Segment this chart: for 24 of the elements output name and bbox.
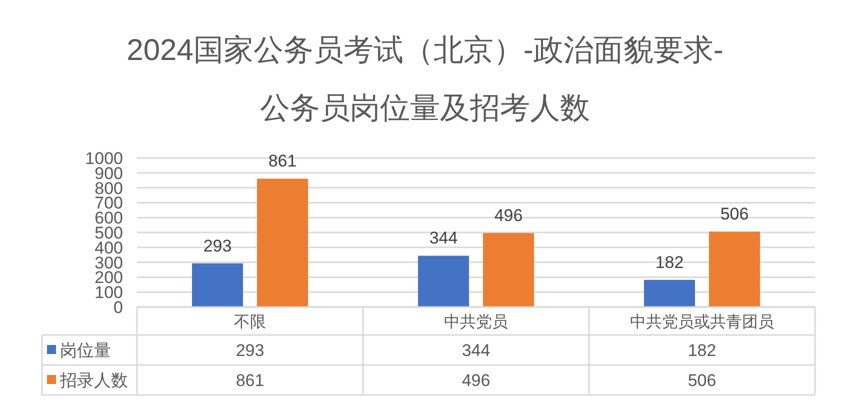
data-label: 344 <box>462 341 490 360</box>
annotation: 861 <box>268 152 297 171</box>
annotation: 293 <box>203 236 232 256</box>
x-tick-label: 中共党员 <box>444 313 508 331</box>
legend-label: 招录人数 <box>59 371 128 390</box>
data-label: 293 <box>236 341 264 360</box>
bar <box>257 178 308 307</box>
data-label: 506 <box>688 371 716 390</box>
data-label: 182 <box>688 341 716 360</box>
annotation: 496 <box>494 206 523 226</box>
bar <box>418 256 469 307</box>
x-tick-label: 中共党员或共青团员 <box>630 313 774 331</box>
legend-label: 岗位量 <box>60 341 111 360</box>
bar <box>709 232 760 307</box>
bar <box>644 280 695 307</box>
x-tick-label: 不限 <box>234 314 266 331</box>
annotation: 506 <box>720 204 749 224</box>
bar <box>483 233 534 307</box>
annotation: 344 <box>429 228 458 248</box>
chart-title: 2024国家公务员考试（北京）-政治面貌要求-公务员岗位量及招考人数 <box>126 33 724 127</box>
bar <box>192 263 243 307</box>
data-label: 496 <box>462 371 490 390</box>
annotation: 182 <box>655 252 684 272</box>
data-label: 861 <box>236 371 264 390</box>
